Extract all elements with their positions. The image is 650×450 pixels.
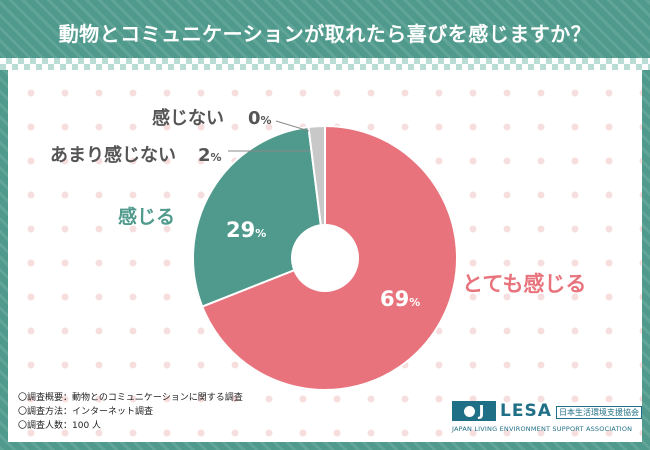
svg-text:69%: 69% [380, 287, 420, 311]
value-feel-very: 69 [380, 287, 409, 311]
note-overview: 〇調査概要：動物とのコミュニケーションに関する調査 [18, 393, 243, 403]
logo-circle-icon [463, 405, 475, 417]
svg-text:0%: 0% [248, 108, 272, 129]
logo-jp-name: 日本生活環境支援協会 [556, 406, 642, 419]
logo-en-name: JAPAN LIVING ENVIRONMENT SUPPORT ASSOCIA… [452, 425, 633, 433]
unit-not-much: % [211, 151, 222, 164]
svg-text:29%: 29% [226, 218, 266, 242]
unit-not: % [261, 114, 272, 127]
page-title: 動物とコミュニケーションが取れたら喜びを感じますか？ [58, 22, 592, 46]
logo: J LESA 日本生活環境支援協会 JAPAN LIVING ENVIRONME… [452, 401, 642, 439]
value-not-much: 2 [198, 145, 211, 166]
logo-name: LESA [500, 401, 552, 421]
label-not-much: あまり感じない [50, 144, 176, 166]
label-feel: 感じる [118, 205, 175, 228]
value-not: 0 [248, 108, 261, 129]
value-feel: 29 [226, 218, 255, 242]
label-not: 感じない [152, 107, 224, 129]
leader-line-no [275, 120, 310, 132]
logo-letter: J [478, 402, 485, 420]
label-feel-very: とても感じる [462, 272, 586, 296]
note-count: 〇調査人数：100 人 [18, 421, 102, 431]
note-method: 〇調査方法：インターネット調査 [18, 407, 154, 417]
unit-feel-very: % [409, 296, 420, 309]
logo-mark: J [452, 401, 496, 421]
donut-hole [291, 224, 359, 292]
checker-band-lower [0, 64, 650, 70]
survey-notes: 〇調査概要：動物とのコミュニケーションに関する調査 〇調査方法：インターネット調… [18, 391, 243, 433]
svg-text:2%: 2% [198, 145, 222, 166]
unit-feel: % [255, 227, 266, 240]
